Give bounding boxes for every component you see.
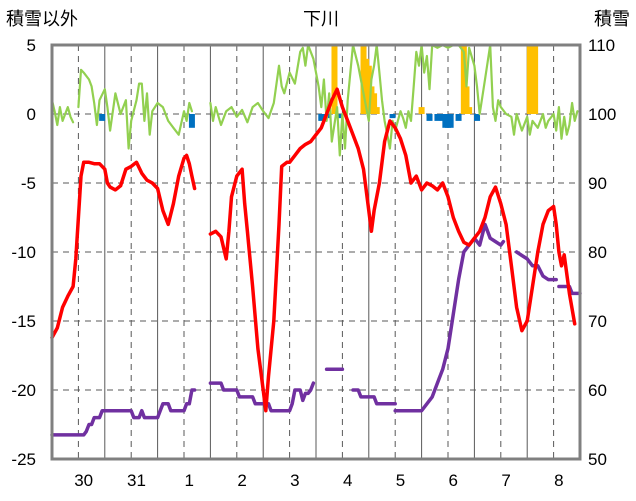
- x-tick-label: 2: [237, 471, 246, 490]
- bar-mark: [188, 114, 195, 128]
- y-tick-label-right: 100: [588, 105, 616, 124]
- x-tick-label: 1: [185, 471, 194, 490]
- series-line: [50, 153, 197, 340]
- y-tick-label-right: 60: [588, 381, 607, 400]
- plot-frame: [50, 43, 582, 461]
- y-tick-label-left: -25: [11, 450, 36, 469]
- y-tick-label-right: 70: [588, 312, 607, 331]
- bar-mark: [336, 114, 343, 119]
- bar-mark: [426, 114, 433, 121]
- bar-mark: [455, 114, 462, 121]
- bar-mark: [389, 114, 396, 119]
- y-tick-label-left: -15: [11, 312, 36, 331]
- series-line: [77, 68, 193, 150]
- bar-mark: [318, 114, 325, 121]
- series-line: [208, 87, 577, 413]
- y-tick-label-right: 50: [588, 450, 607, 469]
- y-tick-label-left: -10: [11, 243, 36, 262]
- x-tick-label: 8: [554, 471, 563, 490]
- series-line: [393, 222, 506, 413]
- y-tick-label-left: 5: [27, 36, 36, 55]
- y-tick-label-left: -5: [21, 174, 36, 193]
- x-tick-label: 3: [290, 471, 299, 490]
- y-axis-label-left: 積雪以外: [6, 9, 78, 29]
- y-tick-label-right: 110: [588, 36, 615, 55]
- bar-mark: [474, 114, 481, 121]
- bar-mark: [371, 93, 378, 114]
- x-tick-label: 5: [396, 471, 405, 490]
- bar-mark: [99, 114, 106, 121]
- bar-mark: [418, 107, 425, 114]
- x-tick-label: 7: [501, 471, 510, 490]
- bar-mark: [447, 114, 454, 128]
- series-line: [514, 250, 558, 282]
- x-tick-label: 6: [449, 471, 458, 490]
- y-tick-label-right: 90: [588, 174, 607, 193]
- x-tick-label: 4: [343, 471, 352, 490]
- series-line: [50, 99, 75, 127]
- bar-mark: [434, 114, 441, 121]
- y-tick-label-left: 0: [27, 105, 36, 124]
- bar-mark: [331, 45, 338, 114]
- chart-title: 下川: [303, 9, 339, 29]
- bar-mark: [373, 107, 380, 114]
- bar-mark: [532, 45, 539, 114]
- line-series: [50, 43, 582, 437]
- bar-mark: [460, 45, 467, 114]
- series-line: [208, 381, 316, 413]
- series-line: [557, 284, 582, 296]
- x-tick-label: 31: [127, 471, 146, 490]
- y-tick-label-right: 80: [588, 243, 607, 262]
- x-tick-label: 30: [74, 471, 93, 490]
- bar-mark: [466, 107, 473, 114]
- y-axis-label-right: 積雪: [594, 9, 630, 29]
- y-tick-label-left: -20: [11, 381, 36, 400]
- bar-series: [99, 45, 539, 128]
- series-line: [50, 388, 197, 437]
- series-line: [351, 388, 397, 406]
- bar-mark: [463, 86, 470, 114]
- series-line: [209, 43, 579, 157]
